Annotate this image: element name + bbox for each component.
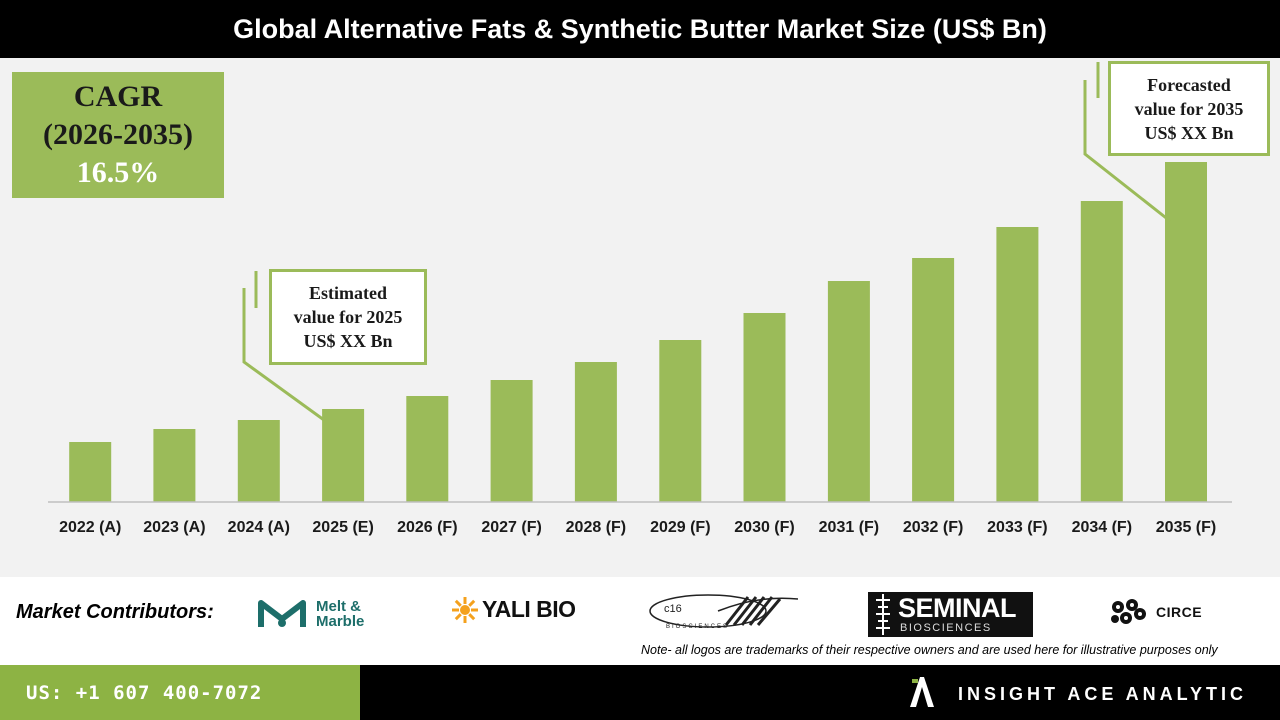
x-tick-label: 2025 (E) [312,519,373,536]
trademark-note: Note- all logos are trademarks of their … [641,643,1218,657]
forecasted-2035-callout: Forecasted value for 2035 US$ XX Bn [1108,61,1270,156]
seminal-biosciences-logo: SEMINAL BIOSCIENCES [868,592,1033,637]
c16-biosciences-logo: c16 BIOSCIENCES [648,591,798,637]
x-tick-label: 2026 (F) [397,519,457,536]
seminal-subtext: BIOSCIENCES [900,622,992,634]
callout-2035-connector [1083,62,1171,223]
footer-brand-bar: INSIGHT ACE ANALYTIC [360,665,1280,720]
chart-title: Global Alternative Fats & Synthetic Butt… [0,0,1280,58]
bar-2030-f [743,313,786,502]
callout-2035-line3: US$ XX Bn [1144,122,1234,143]
circe-text: CIRCE [1156,604,1203,620]
market-contributors-section: Market Contributors: Melt & Marble [0,577,1280,665]
bar-2028-f [574,362,617,502]
estimated-2025-callout: Estimated value for 2025 US$ XX Bn [269,269,427,365]
bar-2026-f [406,396,449,502]
x-tick-label: 2034 (F) [1072,519,1132,536]
contributors-label: Market Contributors: [16,601,214,623]
yali-text: YALI BIO [482,596,576,622]
x-tick-label: 2033 (F) [987,519,1047,536]
x-tick-label: 2028 (F) [566,519,626,536]
chart-panel: 2022 (A) 2023 (A) 2024 (A) 2025 (E) 2026 (F)… [0,58,1280,577]
contact-phone: US: +1 607 400-7072 [0,665,360,720]
c16-subtext: BIOSCIENCES [666,624,730,630]
bar-2024-a [237,420,280,502]
bar-2035-f [1165,162,1207,502]
circe-mark-icon [1111,599,1146,624]
bar-2032-f [912,258,955,502]
tick-labels-group: 2022 (A) 2023 (A) 2024 (A) 2025 (E) 2026 (F)… [59,519,1216,536]
callout-2025-connector [242,271,325,422]
bar-2022-a [69,442,112,502]
sun-icon [452,596,478,623]
callout-2025-line3: US$ XX Bn [303,331,393,351]
x-tick-label: 2022 (A) [59,519,121,536]
x-tick-label: 2031 (F) [819,519,879,536]
brand-name: INSIGHT ACE ANALYTIC [958,684,1248,704]
circe-logo: CIRCE [1108,598,1202,626]
x-tick-label: 2023 (A) [143,519,205,536]
dna-icon [876,594,890,635]
bar-chart: 2022 (A) 2023 (A) 2024 (A) 2025 (E) 2026 (F)… [48,62,1232,536]
cagr-period: (2026-2035) [43,118,193,151]
bar-2033-f [996,227,1039,502]
seminal-text: SEMINAL [898,593,1017,623]
callout-2035-line1: Forecasted [1147,74,1231,95]
c16-swoosh-icon [649,594,798,628]
melt-line1: Melt & [316,598,361,615]
x-tick-label: 2029 (F) [650,519,710,536]
bars-group [69,162,1207,502]
melt-mark-icon [258,600,306,627]
c16-text: c16 [664,603,682,615]
callout-2025-line1: Estimated [309,283,387,303]
bar-2027-f [490,380,533,502]
bar-2034-f [1080,201,1123,502]
bar-2031-f [827,281,870,502]
insight-ace-logo-icon [910,677,934,707]
cagr-label: CAGR [73,80,163,113]
bar-2023-a [153,429,196,502]
callout-2025-line2: value for 2025 [293,307,403,327]
x-tick-label: 2035 (F) [1156,519,1216,536]
bar-2029-f [659,340,702,502]
yali-bio-logo: YALI BIO [452,596,576,623]
cagr-box: CAGR (2026-2035) 16.5% [12,72,224,198]
x-tick-label: 2032 (F) [903,519,963,536]
x-tick-label: 2027 (F) [481,519,541,536]
callout-2035-line2: value for 2035 [1134,98,1244,119]
melt-and-marble-logo: Melt & Marble [258,599,364,629]
melt-line2: Marble [316,613,365,630]
x-tick-label: 2024 (A) [228,519,290,536]
cagr-value: 16.5% [76,156,160,189]
bar-2025-e [322,409,365,502]
x-tick-label: 2030 (F) [734,519,794,536]
